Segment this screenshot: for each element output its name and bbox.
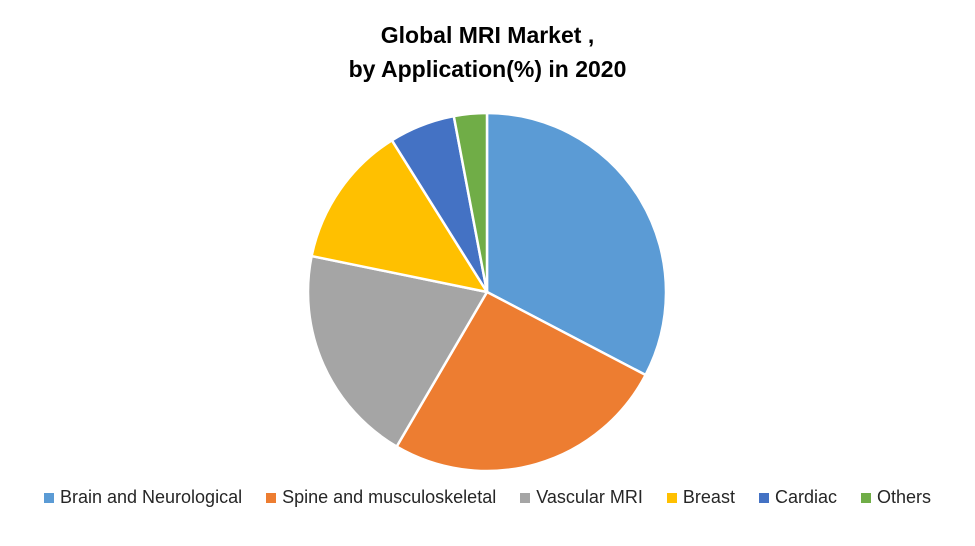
chart-title: Global MRI Market , by Application(%) in… <box>0 18 975 86</box>
legend-swatch <box>758 492 769 503</box>
pie-slice-spine-and-musculoskeletal <box>395 290 647 473</box>
legend-item-spine-and-musculoskeletal: Spine and musculoskeletal <box>266 487 496 508</box>
legend-label: Vascular MRI <box>536 487 643 507</box>
legend-label: Cardiac <box>774 487 837 507</box>
pie-slice-vascular-mri <box>306 254 489 448</box>
pie-chart <box>306 111 668 473</box>
chart-legend: Brain and Neurological Spine and musculos… <box>0 487 975 508</box>
legend-swatch <box>666 492 677 503</box>
legend-item-breast: Breast <box>666 487 735 508</box>
legend-swatch <box>43 492 54 503</box>
legend-item-others: Others <box>860 487 932 508</box>
legend-label: Breast <box>682 487 735 507</box>
legend-swatch <box>860 492 871 503</box>
pie-slice-breast <box>310 139 489 294</box>
chart-title-line-1: Global MRI Market , <box>380 22 595 48</box>
legend-swatch <box>266 492 277 503</box>
chart-title-line-2: by Application(%) in 2020 <box>348 56 627 82</box>
legend-label: Others <box>876 487 932 507</box>
legend-label: Spine and musculoskeletal <box>282 487 497 507</box>
legend-item-brain-and-neurological: Brain and Neurological <box>43 487 243 508</box>
legend-swatch <box>520 492 531 503</box>
pie-slice-others <box>452 111 489 294</box>
legend-label: Brain and Neurological <box>59 487 243 507</box>
legend-item-vascular-mri: Vascular MRI <box>520 487 643 508</box>
pie-slice-brain-and-neurological <box>485 111 668 377</box>
legend-item-cardiac: Cardiac <box>758 487 837 508</box>
